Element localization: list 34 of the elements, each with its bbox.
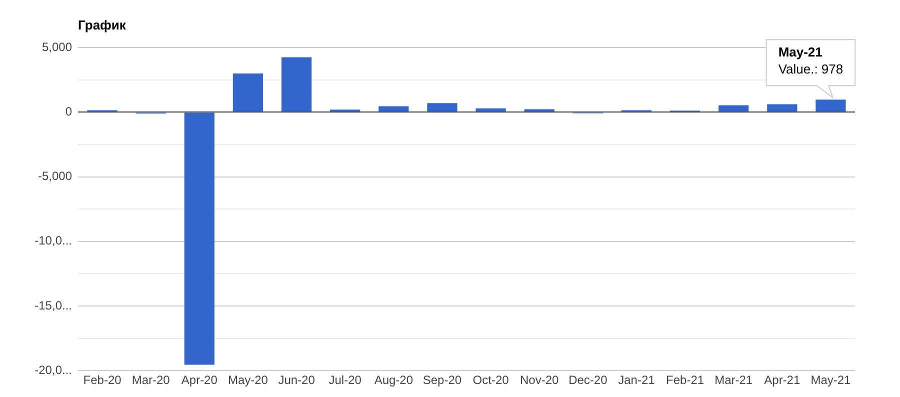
y-tick-label: -20,0... xyxy=(34,362,72,377)
bar xyxy=(427,103,458,112)
y-tick-label: -10,0... xyxy=(34,234,72,248)
x-tick-label: Mar-21 xyxy=(714,373,753,388)
x-tick-label: Nov-20 xyxy=(520,373,560,388)
x-tick-label: May-20 xyxy=(228,373,268,388)
bar xyxy=(184,112,214,365)
bar xyxy=(476,108,506,112)
y-tick-label: 0 xyxy=(65,104,72,119)
x-tick-label: Oct-20 xyxy=(472,373,510,388)
y-tick-label: 5,000 xyxy=(42,40,72,54)
x-tick-label: Mar-20 xyxy=(132,373,170,388)
y-tick-label: -5,000 xyxy=(38,169,72,184)
bar xyxy=(718,105,749,112)
x-tick-label: Jul-20 xyxy=(328,373,362,388)
y-tick-label: -15,0... xyxy=(34,298,72,312)
x-tick-label: Jun-20 xyxy=(278,373,316,388)
x-tick-label: Jan-21 xyxy=(618,373,656,388)
bar xyxy=(281,57,312,112)
annotation: May-21 Value.: 978 xyxy=(778,44,844,77)
bar xyxy=(232,73,264,112)
x-tick-label: Apr-21 xyxy=(764,373,800,388)
bar xyxy=(767,104,798,112)
bar xyxy=(816,100,846,112)
x-tick-label: Dec-20 xyxy=(568,373,608,388)
x-tick-label: Feb-20 xyxy=(83,373,122,388)
bar xyxy=(524,109,554,112)
x-tick-label: May-21 xyxy=(810,373,852,388)
x-tick-label: Feb-21 xyxy=(666,373,704,388)
x-tick-label: Aug-20 xyxy=(374,373,414,388)
x-tick-label: Apr-20 xyxy=(181,373,218,388)
chart-title: График xyxy=(78,17,126,32)
x-tick-label: Sep-20 xyxy=(422,373,462,388)
bar xyxy=(378,106,409,112)
